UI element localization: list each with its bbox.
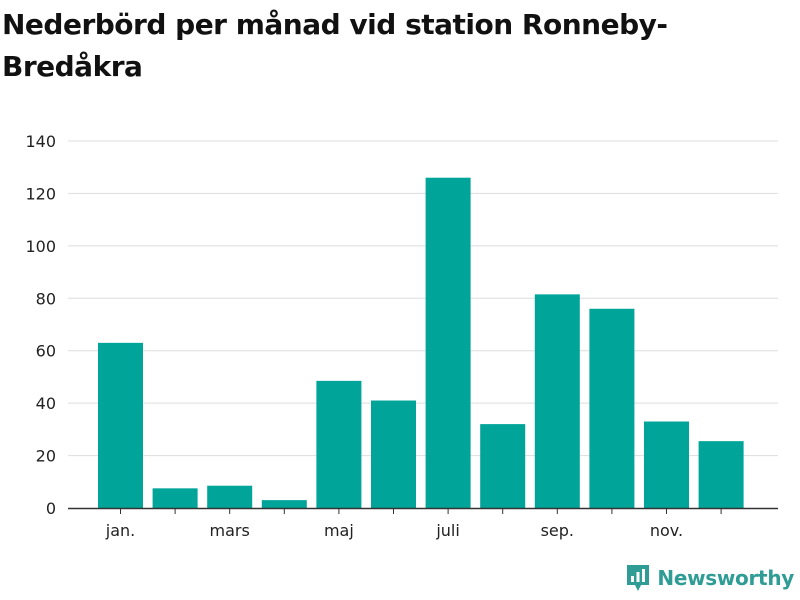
x-tick-label: mars (210, 521, 250, 540)
brand-name: Newsworthy (657, 566, 794, 590)
bar-juli (425, 177, 471, 508)
bar-mars (207, 485, 253, 508)
bar-sep (534, 294, 580, 508)
bar-aug (480, 424, 526, 508)
gridlines (68, 140, 778, 457)
newsworthy-brand: Newsworthy (625, 562, 794, 594)
newsworthy-chart-icon (627, 565, 650, 591)
x-tick-label: sep. (541, 521, 574, 540)
bar-okt (589, 308, 635, 508)
y-axis-tick-labels: 0 20 40 60 80 100 120 140 (25, 132, 56, 518)
y-tick-label: 40 (36, 394, 56, 413)
bar-nov (644, 421, 689, 508)
bar-feb (152, 488, 198, 508)
x-tick-label: juli (435, 521, 459, 540)
y-tick-label: 60 (36, 342, 56, 361)
bar-maj (316, 380, 362, 508)
x-tick-label: jan. (105, 521, 135, 540)
x-axis (68, 507, 778, 514)
y-tick-label: 80 (36, 289, 56, 308)
x-axis-tick-labels: jan. mars maj juli sep. nov. (105, 521, 683, 540)
bar-dec (698, 441, 744, 508)
bars (98, 177, 744, 508)
y-tick-label: 100 (25, 237, 56, 256)
x-tick-label: nov. (650, 521, 683, 540)
y-tick-label: 0 (46, 499, 56, 518)
y-tick-label: 20 (36, 447, 56, 466)
bar-apr (261, 500, 307, 508)
x-tick-label: maj (324, 521, 354, 540)
y-tick-label: 120 (25, 184, 56, 203)
y-tick-label: 140 (25, 132, 56, 151)
bar-juni (371, 400, 416, 508)
chart-title: Nederbörd per månad vid station Ronneby-… (2, 8, 668, 83)
bar-jan (98, 342, 143, 508)
